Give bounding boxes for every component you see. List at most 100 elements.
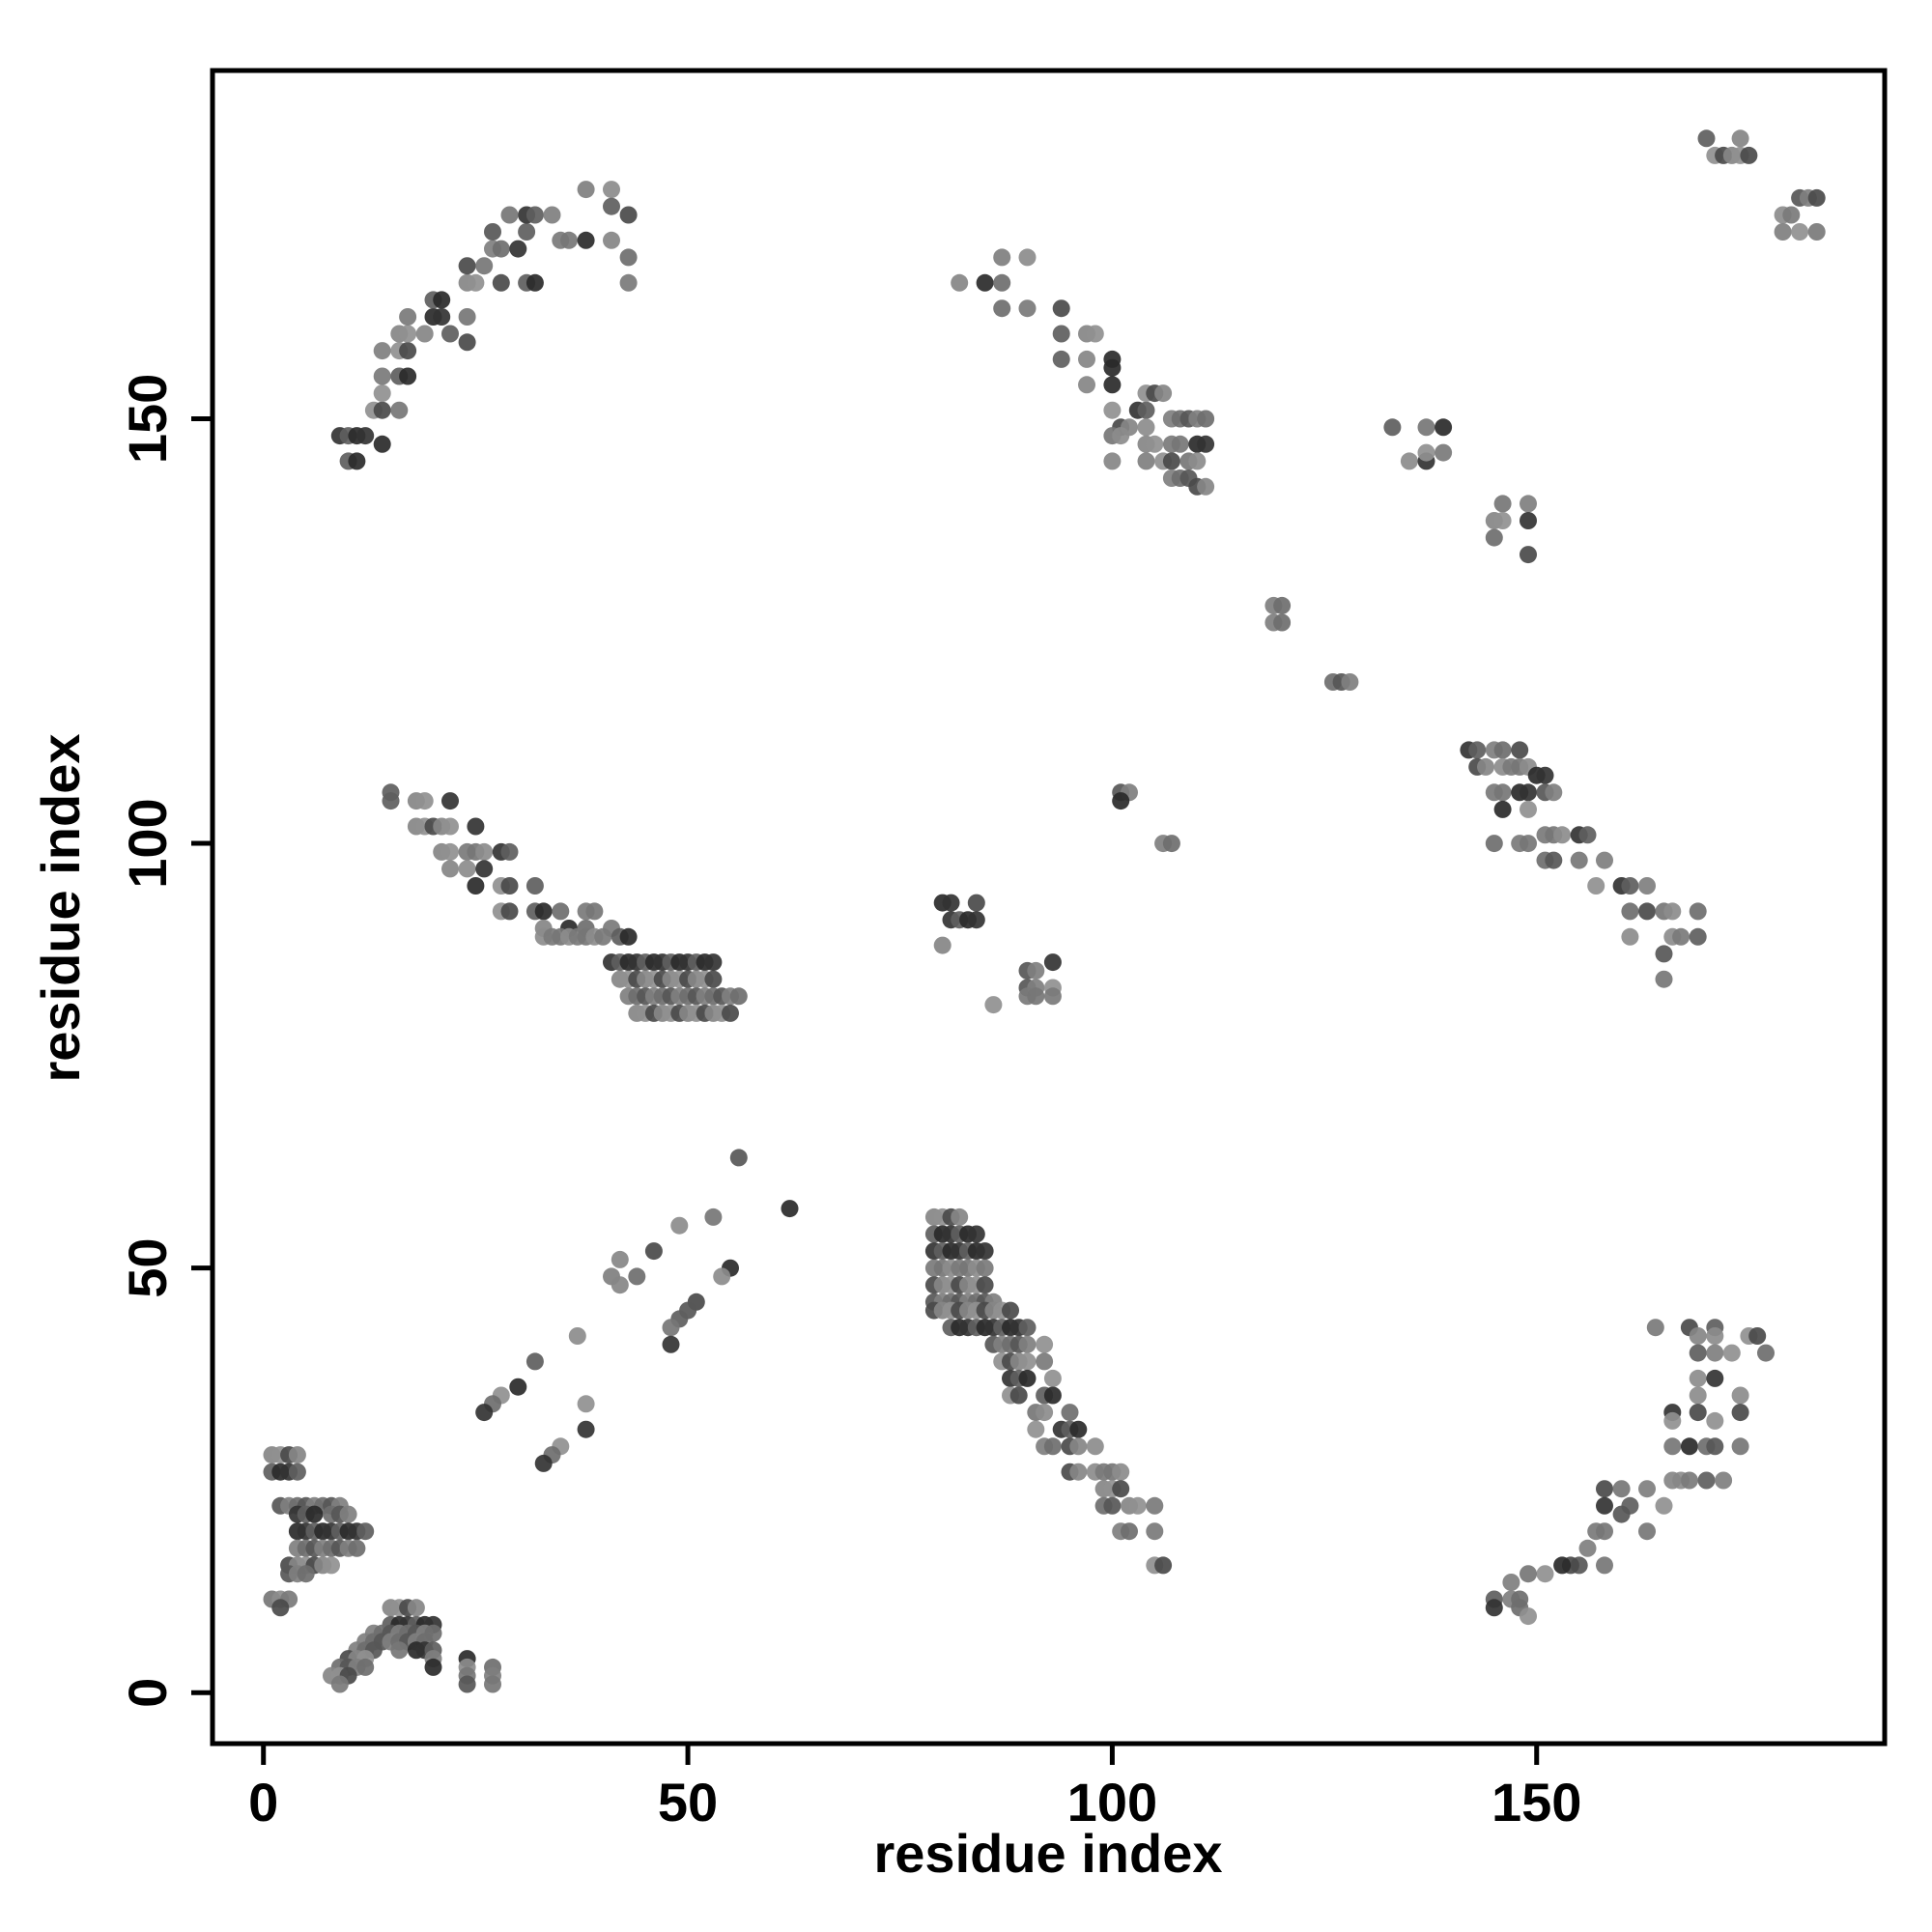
contact-point [1520,1607,1537,1626]
contact-point [568,1327,586,1345]
contact-point [1672,927,1690,946]
contact-point [1520,835,1537,853]
contact-point [1018,1319,1037,1337]
contact-point [526,273,544,292]
contact-point [1663,1437,1682,1456]
x-tick-label: 100 [1067,1772,1157,1833]
contact-point [1493,783,1512,802]
contact-point [1646,1319,1664,1337]
contact-point [628,1267,646,1286]
contact-point [1197,435,1215,453]
contact-point [951,1208,969,1226]
contact-point [577,181,595,199]
y-tick-label: 50 [117,1238,178,1298]
contact-point [1103,358,1122,377]
contact-point [424,1658,442,1676]
contact-point [1018,1352,1037,1371]
contact-point [1663,1471,1682,1490]
contact-point [662,1335,680,1353]
contact-point [1112,1480,1130,1498]
contact-point [1103,1496,1122,1515]
contact-point [1638,902,1656,921]
contact-point [1341,673,1359,691]
contact-point [330,1675,349,1693]
contact-point [348,1539,366,1557]
contact-point [1154,1556,1173,1575]
contact-point [534,1454,553,1472]
contact-point [1137,452,1155,470]
contact-point [1128,1496,1147,1515]
contact-point [492,273,510,292]
contact-point [475,257,494,275]
contact-point [1435,418,1453,437]
contact-point [1697,129,1716,148]
contact-point [993,299,1011,318]
contact-point [399,342,417,360]
contact-point [1146,435,1164,453]
contact-point [1417,443,1435,462]
contact-point [441,792,459,810]
contact-point [1069,1437,1088,1456]
contact-point [458,308,476,326]
contact-point [1655,945,1673,963]
contact-point [1638,877,1656,895]
contact-point [373,342,391,360]
contact-point [1680,1471,1698,1490]
contact-point [1697,1471,1716,1490]
contact-point [704,953,723,972]
contact-point [339,1505,357,1523]
contact-point [976,1259,994,1277]
contact-point [399,367,417,385]
contact-point [781,1200,799,1218]
contact-point [1485,528,1503,547]
contact-point [1612,1505,1631,1523]
y-tick-label: 100 [117,798,178,888]
contact-point [1689,1344,1707,1362]
contact-point [1791,223,1809,241]
contact-point [518,223,536,241]
contact-point [1689,927,1707,946]
contact-point [976,1276,994,1294]
contact-point [288,1446,306,1464]
contact-point [1061,1404,1079,1422]
contact-point [662,1319,680,1337]
contact-point [1273,596,1292,614]
contact-point [1112,1463,1130,1481]
contact-point [1146,1522,1164,1541]
contact-point [1536,766,1554,784]
contact-point [1485,835,1503,853]
contact-point [500,206,519,224]
contact-point [1706,1327,1724,1345]
contact-point [475,842,494,861]
contact-point [1197,477,1215,496]
contact-point [644,1242,663,1261]
contact-point [500,842,519,861]
contact-point [1689,1327,1707,1345]
contact-point [1162,452,1180,470]
contact-point [458,257,476,275]
contact-point [1706,1411,1724,1430]
contact-point [526,877,544,895]
contact-point [1655,970,1673,988]
contact-point [1018,1335,1037,1353]
contact-point [399,325,417,343]
contact-point [1018,299,1037,318]
contact-point [399,308,417,326]
contact-point [526,206,544,224]
contact-point [500,902,519,921]
contact-point [407,1599,425,1617]
contact-point [603,197,620,215]
contact-point [1146,1496,1164,1515]
contact-point [603,181,620,199]
contact-point [297,1565,315,1583]
contact-point [1043,1386,1062,1405]
contact-point [1536,1565,1554,1583]
contact-point [390,1641,409,1660]
contact-point [1112,792,1130,810]
contact-point [1400,452,1418,470]
contact-point [1171,435,1189,453]
contact-point [1596,851,1613,869]
contact-point [1731,129,1749,148]
contact-point [722,1004,739,1022]
